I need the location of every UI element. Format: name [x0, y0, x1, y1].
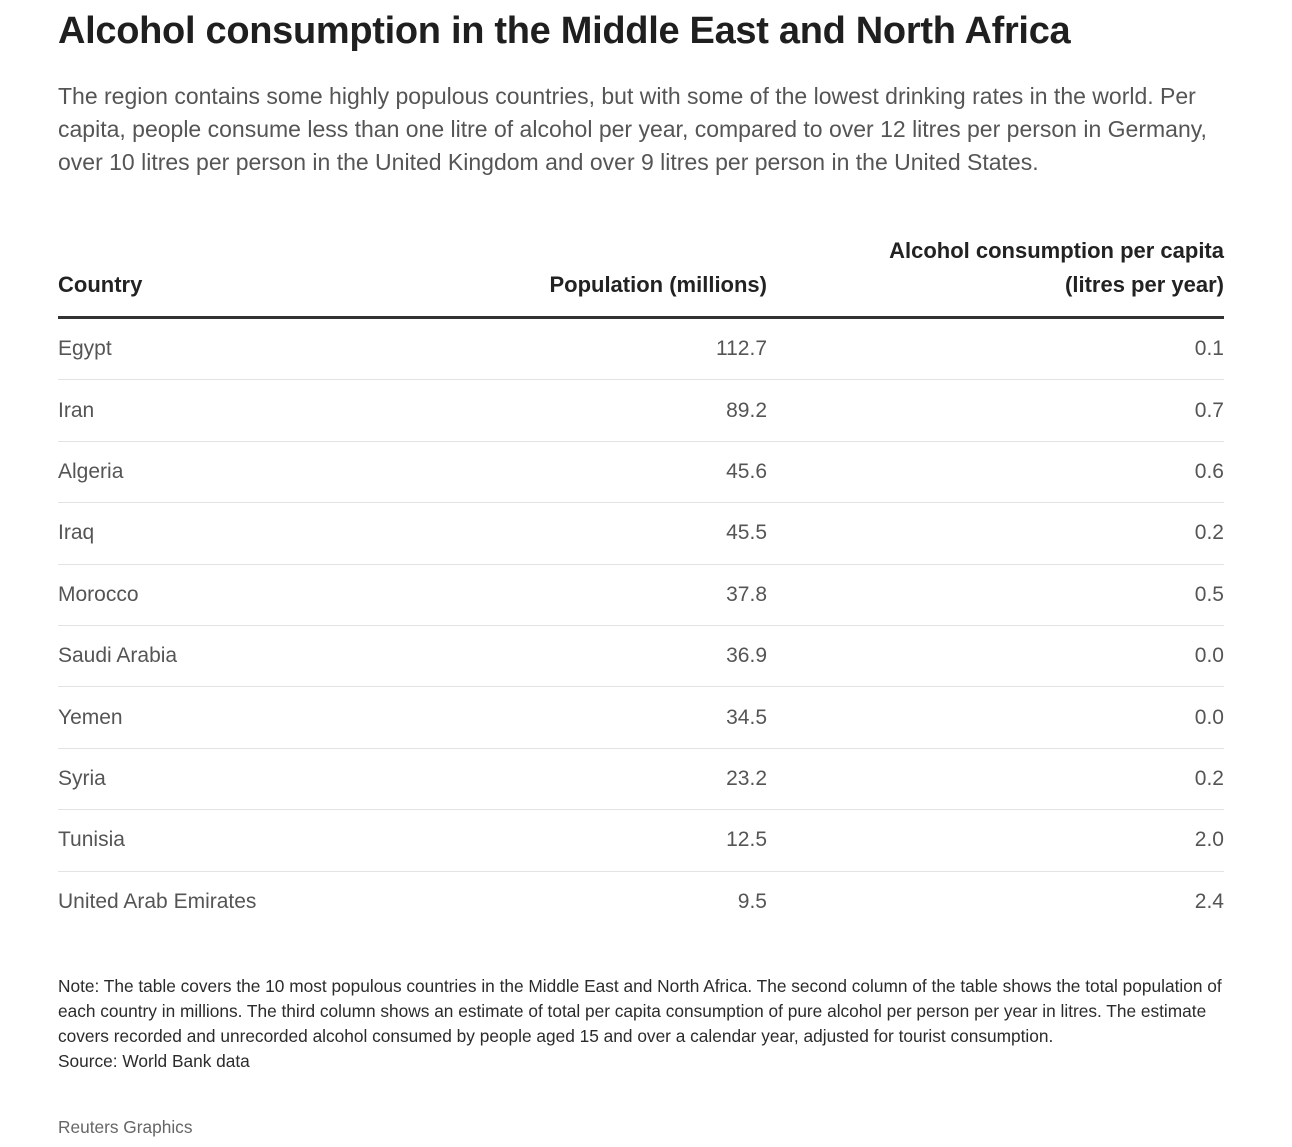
cell-country: Iran [58, 398, 95, 422]
note-text: Note: The table covers the 10 most popul… [58, 976, 1222, 1046]
cell-population: 37.8 [726, 582, 767, 606]
column-header-alcohol-line1: Alcohol consumption per capita [889, 238, 1224, 263]
cell-country: United Arab Emirates [58, 890, 257, 914]
table-row: United Arab Emirates 9.5 2.4 [58, 872, 1224, 933]
cell-country: Egypt [58, 337, 112, 361]
cell-population: 45.6 [726, 459, 767, 483]
cell-alcohol: 0.0 [1194, 705, 1224, 729]
cell-population: 89.2 [726, 398, 767, 422]
table-row: Syria 23.2 0.2 [58, 749, 1224, 811]
cell-alcohol: 0.2 [1194, 766, 1224, 790]
table-row: Morocco 37.8 0.5 [58, 565, 1224, 626]
cell-alcohol: 2.0 [1194, 828, 1224, 852]
cell-alcohol: 0.6 [1194, 459, 1224, 483]
table-header: Country Population (millions) Alcohol co… [58, 236, 1224, 316]
cell-population: 112.7 [716, 337, 767, 361]
graphic-container: Alcohol consumption in the Middle East a… [58, 0, 1224, 1137]
cell-alcohol: 0.1 [1194, 337, 1224, 361]
column-header-alcohol: Alcohol consumption per capita (litres p… [889, 234, 1224, 302]
column-header-alcohol-line2: (litres per year) [1065, 272, 1224, 297]
cell-country: Morocco [58, 582, 139, 606]
cell-population: 9.5 [737, 890, 767, 914]
cell-country: Algeria [58, 459, 124, 483]
table-row: Iran 89.2 0.7 [58, 380, 1224, 442]
column-header-country: Country [58, 272, 143, 297]
column-header-population: Population (millions) [549, 272, 767, 297]
credit: Reuters Graphics [58, 1117, 193, 1137]
cell-population: 23.2 [726, 766, 767, 790]
cell-population: 36.9 [726, 644, 767, 668]
cell-alcohol: 0.2 [1194, 521, 1224, 545]
footnote: Note: The table covers the 10 most popul… [58, 974, 1224, 1074]
cell-alcohol: 0.7 [1194, 398, 1224, 422]
header-divider [58, 316, 1224, 319]
cell-country: Tunisia [58, 828, 125, 852]
page-title: Alcohol consumption in the Middle East a… [58, 10, 1071, 52]
table-row: Egypt 112.7 0.1 [58, 319, 1224, 381]
table-row: Yemen 34.5 0.0 [58, 687, 1224, 749]
cell-population: 12.5 [726, 828, 767, 852]
table-row: Saudi Arabia 36.9 0.0 [58, 626, 1224, 688]
table-row: Iraq 45.5 0.2 [58, 503, 1224, 565]
table-row: Algeria 45.6 0.6 [58, 442, 1224, 504]
cell-country: Yemen [58, 705, 123, 729]
table-body: Egypt 112.7 0.1 Iran 89.2 0.7 Algeria 45.6 0.6 Ir… [58, 319, 1224, 933]
cell-country: Saudi Arabia [58, 644, 178, 668]
cell-country: Syria [58, 766, 106, 790]
source-text: Source: World Bank data [58, 1051, 250, 1071]
table-row: Tunisia 12.5 2.0 [58, 810, 1224, 872]
cell-alcohol: 0.5 [1194, 582, 1224, 606]
cell-alcohol: 0.0 [1194, 644, 1224, 668]
cell-population: 45.5 [726, 521, 767, 545]
subtitle: The region contains some highly populous… [58, 83, 1207, 175]
cell-population: 34.5 [726, 705, 767, 729]
cell-country: Iraq [58, 521, 95, 545]
cell-alcohol: 2.4 [1194, 890, 1224, 914]
